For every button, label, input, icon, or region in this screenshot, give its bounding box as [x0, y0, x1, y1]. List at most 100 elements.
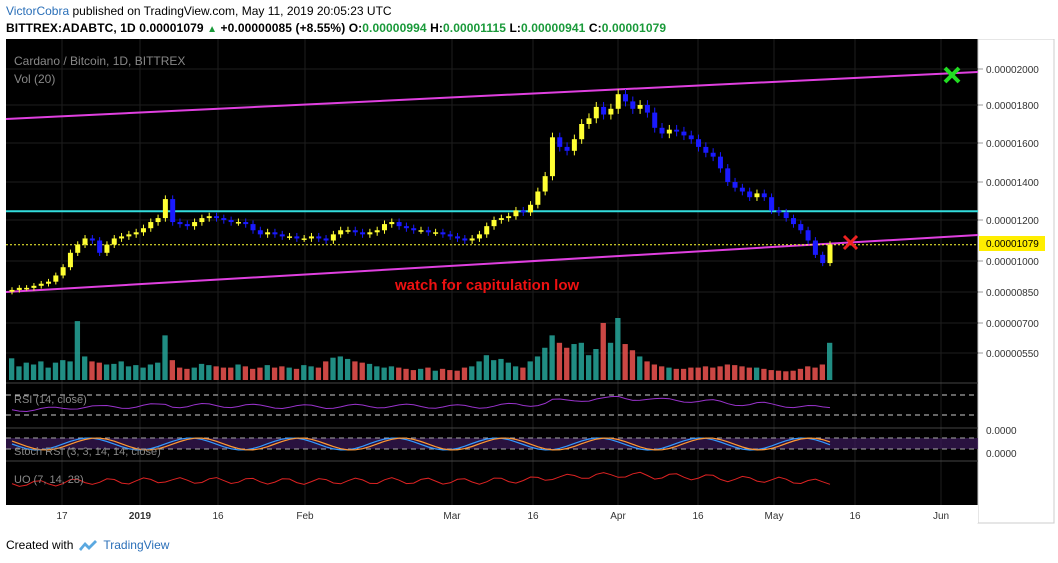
volume-bar — [396, 367, 402, 380]
author-link[interactable]: VictorCobra — [6, 4, 70, 18]
created-with-text: Created with — [6, 538, 74, 552]
candle-body — [659, 127, 665, 134]
candle-body — [140, 228, 146, 233]
volume-bar — [578, 342, 584, 380]
candle-body — [608, 108, 614, 115]
candle-body — [586, 118, 592, 124]
candle-body — [367, 232, 373, 235]
volume-bar — [264, 365, 270, 380]
uo-line — [11, 471, 831, 487]
up-triangle-icon: ▲ — [207, 24, 218, 35]
volume-bar — [797, 368, 804, 380]
volume-bar — [593, 349, 599, 380]
candle-body — [455, 236, 461, 239]
high-value: 0.00001115 — [442, 21, 507, 35]
candle-body — [111, 238, 117, 245]
candle-body — [9, 289, 15, 292]
x-tick-label: 16 — [849, 511, 861, 522]
candle-body — [630, 101, 636, 109]
volume-bar — [337, 356, 343, 380]
candle-body — [403, 226, 409, 229]
candle-body — [192, 222, 198, 227]
candle-body — [776, 210, 782, 213]
volume-bar — [805, 366, 811, 380]
candle-body — [16, 287, 22, 290]
volume-bar — [659, 366, 665, 380]
candle-body — [652, 112, 658, 128]
volume-bar — [673, 368, 679, 380]
volume-bar — [103, 364, 110, 380]
published-text: published on TradingView.com, May 11, 20… — [72, 4, 392, 18]
volume-bar — [279, 366, 285, 380]
volume-bar — [52, 362, 59, 380]
candle-body — [82, 238, 88, 245]
x-tick-label: 16 — [527, 511, 539, 522]
volume-bar — [498, 358, 504, 380]
volume-bar — [366, 363, 373, 380]
volume-bars — [9, 318, 833, 380]
tradingview-link[interactable]: TradingView — [103, 538, 170, 552]
low-value: 0.00000941 — [521, 21, 586, 35]
indicator-tick-label: 0.0000 — [986, 449, 1017, 460]
volume-bar — [184, 368, 190, 380]
green-x-icon — [943, 66, 961, 84]
grid — [6, 39, 978, 505]
volume-bar — [644, 361, 650, 380]
candle-body — [411, 228, 417, 231]
volume-bar — [761, 368, 767, 380]
candle-body — [119, 236, 125, 239]
volume-bar — [82, 356, 88, 380]
candle-body — [696, 139, 702, 147]
candle-body — [703, 146, 709, 153]
y-tick-label: 0.00001800 — [986, 101, 1039, 112]
volume-bar — [432, 370, 438, 380]
price-chart[interactable]: RSI (14, close) Stoch RSI (3, 3, 14, 14, … — [0, 39, 1058, 531]
candle-body — [491, 220, 497, 227]
candle-body — [396, 222, 402, 227]
volume-bar — [447, 370, 453, 380]
candle-body — [593, 106, 599, 119]
candle-body — [615, 94, 621, 109]
footer: Created with TradingView — [6, 538, 169, 552]
volume-bar — [125, 366, 132, 380]
volume-bar — [344, 358, 351, 380]
volume-bar — [717, 366, 723, 380]
volume-bar — [469, 366, 475, 380]
volume-bar — [235, 364, 241, 380]
stoch-d-line — [11, 437, 831, 451]
volume-bar — [812, 367, 818, 380]
volume-bar — [359, 362, 365, 380]
annotation-text: watch for capitulation low — [394, 277, 580, 294]
candle-body — [520, 210, 526, 213]
x-tick-label: Mar — [443, 511, 461, 522]
volume-bar — [695, 367, 701, 380]
candle-body — [571, 139, 577, 151]
candle-body — [243, 222, 249, 225]
candle-body — [155, 218, 161, 223]
candle-body — [812, 240, 818, 255]
volume-bar — [147, 364, 154, 380]
volume-bar — [512, 366, 519, 380]
symbol-name: BITTREX:ADABTC, 1D — [6, 21, 136, 35]
x-tick-label: 16 — [212, 511, 224, 522]
volume-bar — [732, 365, 738, 380]
price-scale — [977, 39, 1055, 524]
volume-bar — [374, 366, 380, 380]
candle-body — [133, 232, 139, 235]
volume-bar — [250, 368, 256, 380]
volume-bar — [666, 367, 672, 380]
volume-label: Vol (20) — [14, 72, 55, 86]
candle-body — [250, 224, 256, 231]
candle-body — [506, 216, 512, 219]
volume-bar — [768, 370, 774, 380]
candle-body — [710, 152, 716, 157]
candle-body — [206, 216, 212, 219]
candle-body — [798, 224, 804, 231]
candle-body — [60, 267, 66, 276]
low-label: L: — [509, 21, 522, 35]
volume-bar — [257, 367, 263, 380]
volume-bar — [111, 363, 117, 380]
candle-body — [549, 137, 555, 177]
indicator-label: Stoch RSI (3, 3, 14, 14, close) — [14, 446, 161, 458]
volume-bar — [403, 368, 409, 380]
